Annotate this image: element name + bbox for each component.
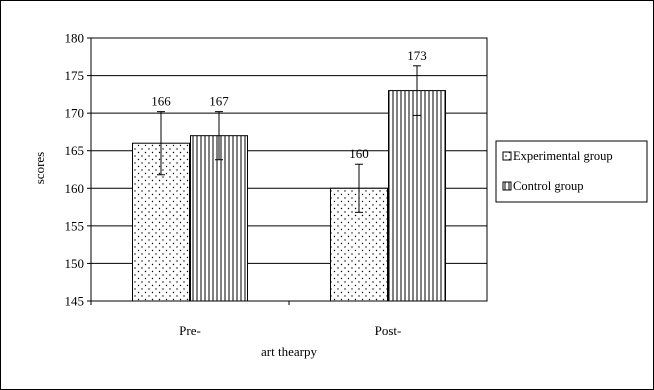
legend-label-experimental: Experimental group [513, 149, 613, 163]
axes [87, 37, 488, 305]
y-tick-labels: 145 150 155 160 165 170 175 180 [65, 31, 85, 309]
y-axis-title: scores [32, 152, 47, 185]
bar [388, 90, 446, 302]
y-tick-label: 155 [65, 218, 85, 233]
bar [190, 135, 248, 302]
x-category-label: Pre- [179, 323, 201, 338]
data-label: 173 [407, 48, 427, 63]
error-bars [157, 65, 421, 213]
legend-swatch-experimental [502, 151, 512, 161]
data-labels: 166 167 160 173 [151, 48, 427, 161]
legend: Experimental group Control group [495, 140, 648, 203]
legend-box [495, 140, 648, 203]
legend-swatch-control [502, 181, 512, 191]
x-category-labels: Pre- Post- [179, 323, 401, 338]
x-axis-title: art thearpy [261, 344, 317, 359]
y-tick-label: 170 [65, 106, 85, 121]
y-tick-label: 150 [65, 256, 85, 271]
data-label: 160 [349, 146, 369, 161]
x-category-label: Post- [375, 323, 402, 338]
legend-label-control: Control group [513, 179, 583, 193]
y-tick-label: 160 [65, 181, 85, 196]
y-tick-label: 175 [65, 68, 85, 83]
y-tick-label: 180 [65, 31, 85, 46]
y-tick-label: 165 [65, 143, 85, 158]
bars [132, 90, 446, 302]
data-label: 167 [209, 94, 229, 109]
data-label: 166 [151, 94, 171, 109]
y-tick-label: 145 [65, 294, 85, 309]
